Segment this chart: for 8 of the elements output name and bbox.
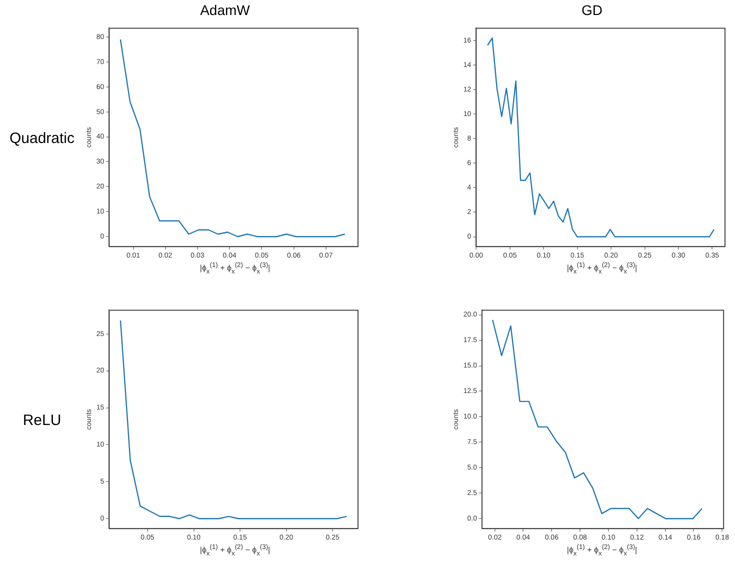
text: ReLU xyxy=(22,412,62,429)
text: |ϕ$_{x}$$^{(1)}$ + ϕ$_{x}$$^{(2)}$ − ϕ$_{x}$$^{(3)}$| xyxy=(200,262,270,276)
chart-title: GD xyxy=(580,2,604,18)
text: |ϕ$_{x}$$^{(1)}$ + ϕ$_{x}$$^{(2)}$ − ϕ$_{x}$$^{(3)}$| xyxy=(566,544,638,558)
text: |ϕ$_{x}$$^{(1)}$ + ϕ$_{x}$$^{(2)}$ − ϕ$_{x}$$^{(3)}$| xyxy=(566,262,638,276)
text: Quadratic xyxy=(8,130,76,147)
chart-title: AdamW xyxy=(199,2,251,18)
text: |ϕ$_{x}$$^{(1)}$ + ϕ$_{x}$$^{(2)}$ − ϕ$_{x}$$^{(3)}$| xyxy=(200,544,270,558)
